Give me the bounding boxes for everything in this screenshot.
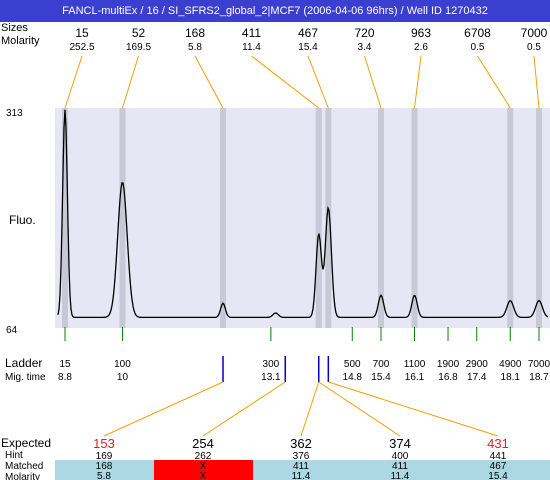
y-tick-max: 313: [6, 108, 23, 119]
ladder-mig-time-label: 17.4: [467, 372, 487, 383]
ladder-size-label: 4900: [499, 359, 522, 370]
expected-value: 374: [389, 436, 411, 451]
peak-molarity-label: 11.4: [242, 42, 261, 53]
peak-size-label: 7000: [521, 26, 548, 40]
hint-value: 400: [392, 451, 409, 462]
ladder-mig-time-label: 16.1: [405, 372, 425, 383]
matched-value: X: [200, 461, 207, 472]
peak-connector: [121, 55, 139, 109]
peak-band: [378, 108, 384, 328]
peak-band: [507, 108, 514, 328]
peak-band: [220, 108, 226, 328]
matched-molarity-value: 15.4: [488, 471, 508, 480]
sizes-header: Sizes: [1, 22, 28, 34]
ladder-mig-time-label: 18.7: [529, 372, 549, 383]
peak-band: [536, 108, 542, 328]
matched-molarity-value: 11.4: [391, 471, 410, 480]
peak-connector: [194, 55, 224, 109]
mig-time-label: Mig. time: [5, 372, 46, 383]
peak-size-label: 963: [411, 26, 431, 40]
matched-value: 411: [392, 461, 408, 472]
ladder-mig-time-label: 13.1: [261, 372, 281, 383]
ladder-size-label: 2900: [466, 359, 489, 370]
expected-connector: [103, 381, 224, 437]
expected-value: 362: [290, 436, 312, 451]
peak-molarity-label: 169.5: [126, 42, 151, 53]
ladder-mig-time-label: 18.1: [501, 372, 521, 383]
peak-connector: [364, 55, 382, 109]
peak-connector: [307, 55, 329, 109]
peak-band: [411, 108, 418, 328]
ladder-mig-time-label: 15.4: [371, 372, 391, 383]
expected-connector: [300, 381, 320, 437]
peak-size-label: 411: [242, 26, 261, 40]
expected-connector: [318, 381, 401, 437]
peak-band: [119, 108, 126, 328]
peak-connector: [477, 55, 511, 109]
peak-molarity-label: 0.5: [527, 42, 541, 53]
ladder-size-label: 500: [344, 359, 361, 370]
hint-value: 262: [195, 451, 212, 462]
peak-connector: [251, 55, 320, 109]
peak-size-label: 720: [354, 26, 374, 40]
expected-value: 431: [487, 436, 509, 451]
peak-molarity-label: 2.6: [414, 42, 428, 53]
matched-label: Matched: [5, 461, 43, 472]
ladder-size-label: 15: [59, 359, 71, 370]
matched-value: 168: [96, 461, 113, 472]
peak-size-label: 6708: [464, 26, 491, 40]
peak-molarity-label: 3.4: [358, 42, 372, 53]
ladder-mig-time-label: 8.8: [58, 372, 72, 383]
hint-value: 376: [293, 451, 310, 462]
hint-label: Hint: [5, 450, 23, 461]
expected-connector: [202, 381, 286, 437]
no-match-cell: [154, 460, 253, 480]
bottom-molarity-label: Molarity: [5, 472, 40, 480]
peak-band: [325, 108, 332, 328]
peak-connector: [64, 55, 83, 109]
ladder-size-label: 700: [373, 359, 390, 370]
peak-molarity-label: 0.5: [471, 42, 485, 53]
electropherogram-trace: [57, 109, 549, 319]
expected-connector: [328, 381, 499, 437]
peak-connector: [414, 55, 422, 109]
plot-area: [55, 108, 550, 328]
peak-size-label: 52: [132, 26, 146, 40]
chart-title: FANCL-multiEx / 16 / SI_SFRS2_global_2|M…: [0, 0, 550, 22]
ladder-size-label: 300: [263, 359, 280, 370]
ladder-mig-time-label: 10: [117, 372, 129, 383]
matched-molarity-value: 5.8: [97, 471, 111, 480]
y-tick-min: 64: [6, 325, 18, 336]
ladder-mig-time-label: 14.8: [343, 372, 363, 383]
hint-value: 169: [96, 451, 113, 462]
ladder-size-label: 1900: [437, 359, 460, 370]
peak-connector: [533, 55, 540, 109]
ladder-mig-time-label: 16.8: [438, 372, 458, 383]
expected-value: 254: [192, 436, 214, 451]
peak-band: [62, 108, 68, 328]
matched-value: 467: [490, 461, 507, 472]
peak-band: [315, 108, 322, 328]
peak-molarity-label: 252.5: [69, 42, 94, 53]
matched-molarity-value: X: [200, 471, 207, 480]
peak-size-label: 168: [185, 26, 205, 40]
ladder-label: Ladder: [5, 356, 42, 370]
hint-value: 441: [490, 451, 507, 462]
ladder-size-label: 7000: [528, 359, 550, 370]
peak-size-label: 467: [298, 26, 318, 40]
expected-label: Expected: [1, 436, 51, 450]
peak-molarity-label: 15.4: [298, 42, 318, 53]
molarity-header: Molarity: [1, 35, 40, 47]
expected-value: 153: [93, 436, 115, 451]
y-axis-label: Fluo.: [9, 213, 36, 227]
peak-molarity-label: 5.8: [188, 42, 202, 53]
matched-molarity-value: 11.4: [292, 471, 311, 480]
matched-value: 411: [293, 461, 309, 472]
ladder-size-label: 100: [114, 359, 131, 370]
ladder-size-label: 1100: [404, 359, 426, 370]
peak-size-label: 15: [75, 26, 89, 40]
